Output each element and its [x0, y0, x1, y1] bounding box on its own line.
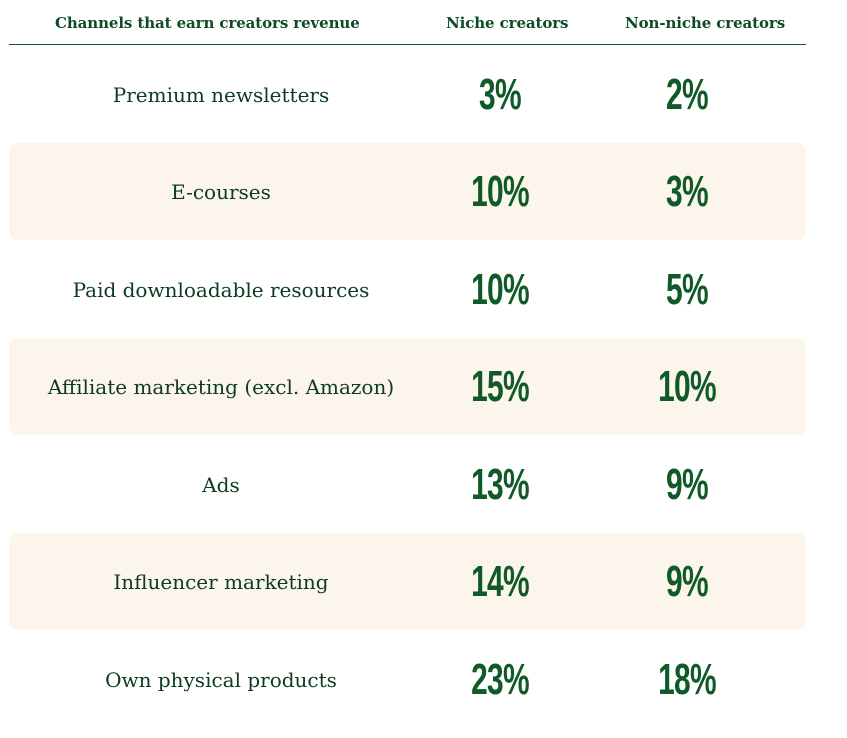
row-label: Paid downloadable resources	[72, 277, 370, 302]
table-row: Influencer marketing 14% 9%	[9, 533, 806, 630]
table-row: Own physical products 23% 18%	[9, 631, 806, 728]
table-row: E-courses 10% 3%	[9, 143, 806, 240]
column-header-non-niche: Non-niche creators	[625, 14, 786, 32]
row-label: Influencer marketing	[113, 569, 329, 594]
table-row: Affiliate marketing (excl. Amazon) 15% 1…	[9, 338, 806, 435]
niche-value: 13%	[471, 459, 530, 509]
niche-value: 14%	[471, 556, 530, 606]
row-label: Affiliate marketing (excl. Amazon)	[47, 374, 395, 399]
row-label: E-courses	[171, 179, 271, 204]
row-label: Ads	[202, 472, 240, 497]
non-niche-value: 3%	[666, 166, 709, 216]
column-header-niche: Niche creators	[446, 14, 569, 32]
row-label: Premium newsletters	[112, 82, 330, 107]
column-header-channel: Channels that earn creators revenue	[55, 14, 360, 32]
non-niche-value: 2%	[666, 69, 709, 119]
niche-value: 15%	[471, 361, 530, 411]
non-niche-value: 5%	[666, 264, 709, 314]
niche-value: 3%	[479, 69, 522, 119]
non-niche-value: 9%	[666, 459, 709, 509]
table-row: Paid downloadable resources 10% 5%	[9, 241, 806, 338]
non-niche-value: 10%	[658, 361, 717, 411]
non-niche-value: 9%	[666, 556, 709, 606]
niche-value: 10%	[471, 264, 530, 314]
niche-value: 10%	[471, 166, 530, 216]
table-header: Channels that earn creators revenue Nich…	[9, 0, 806, 45]
niche-value: 23%	[471, 654, 530, 704]
non-niche-value: 18%	[658, 654, 717, 704]
row-label: Own physical products	[105, 667, 337, 692]
table-row: Ads 13% 9%	[9, 436, 806, 533]
table-row: Premium newsletters 3% 2%	[9, 46, 806, 143]
